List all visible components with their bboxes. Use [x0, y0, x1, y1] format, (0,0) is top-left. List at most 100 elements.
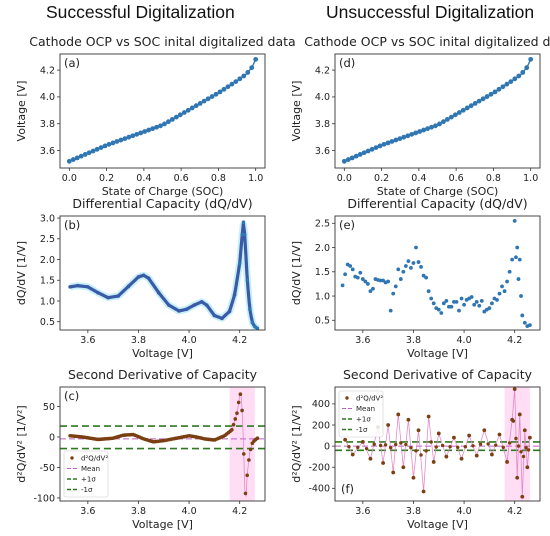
plot-frame [334, 215, 541, 331]
data-point [494, 443, 498, 447]
data-point [94, 146, 100, 152]
data-point [401, 465, 406, 470]
data-point [429, 440, 433, 444]
data-point [516, 444, 521, 448]
data-point [184, 307, 189, 312]
x-tick-label: 3.8 [131, 506, 146, 517]
data-point [490, 452, 494, 457]
data-point [472, 100, 478, 106]
data-point [240, 232, 245, 237]
data-point [225, 84, 231, 90]
data-point [381, 461, 385, 465]
plot-layer [340, 218, 532, 329]
data-point [173, 114, 179, 120]
data-point [508, 79, 514, 84]
y-axis-label: dQ/dV [1/V] [290, 241, 303, 305]
legend-label: Mean [356, 405, 375, 413]
chart-panel-a: Cathode OCP vs SOC inital digitalized da… [15, 34, 296, 198]
data-point [134, 131, 140, 137]
data-point [419, 265, 423, 269]
y-tick-label: 3.8 [40, 119, 55, 130]
y-tick-label: 2.5 [315, 219, 330, 230]
x-tick-label: 0.0 [337, 173, 352, 184]
data-point [126, 134, 132, 140]
data-point [381, 141, 387, 147]
data-point [520, 313, 525, 318]
data-point [457, 308, 461, 313]
data-point [220, 316, 224, 321]
x-tick-label: 0.6 [449, 173, 464, 184]
data-point [197, 100, 203, 106]
data-point [480, 96, 486, 102]
chart-title: Differential Capacity (dQ/dV) [72, 196, 252, 211]
y-tick-label: -200 [308, 463, 330, 474]
data-point [349, 155, 355, 161]
data-point [388, 308, 393, 313]
data-point [366, 282, 370, 286]
y-tick-label: -400 [308, 484, 330, 495]
x-tick-label: 0.2 [374, 173, 389, 184]
y-tick-label: 2.0 [40, 255, 55, 266]
data-point [396, 267, 401, 272]
x-tick-label: 0.0 [62, 173, 77, 184]
x-tick-label: 0.4 [136, 173, 151, 184]
panel-label: (f) [341, 482, 354, 496]
data-point [397, 136, 403, 142]
data-point [441, 119, 446, 125]
data-point [177, 309, 181, 313]
data-point [492, 89, 498, 95]
data-point [369, 146, 375, 152]
data-point [167, 303, 171, 307]
data-point [231, 422, 236, 427]
data-point [363, 279, 368, 284]
data-point [510, 257, 515, 262]
data-point [146, 127, 152, 133]
data-point [433, 123, 438, 129]
data-point [512, 387, 517, 392]
data-point [463, 445, 468, 449]
data-point [136, 275, 141, 279]
data-point [495, 298, 499, 302]
data-point [156, 290, 161, 295]
data-point [445, 116, 450, 122]
data-point [343, 272, 348, 277]
y-tick-label: -50 [39, 463, 55, 474]
x-tick-label: 4.0 [457, 506, 472, 517]
plot-frame [334, 386, 541, 502]
data-point [142, 129, 148, 134]
data-point [424, 275, 429, 280]
y-tick-label: 0.5 [315, 316, 330, 327]
data-point [507, 441, 512, 445]
x-tick-label: 4.0 [182, 506, 197, 517]
data-point [444, 454, 449, 459]
data-point [517, 257, 522, 262]
data-point [448, 114, 454, 120]
x-tick-label: 4.2 [507, 335, 522, 346]
data-point [177, 112, 183, 118]
data-point [527, 435, 532, 440]
data-point [469, 295, 474, 299]
data-point [527, 323, 532, 328]
chart-panel-c: Second Derivative of Capacity 3.6 3.8 4.0 4.… [15, 367, 266, 531]
x-axis-label: Voltage [V] [132, 347, 193, 360]
plot-layer [60, 387, 265, 501]
chart-title: Cathode OCP vs SOC inital digitalized da… [29, 34, 295, 49]
data-point [364, 446, 369, 451]
legend-label: +1σ [81, 475, 96, 483]
data-point [405, 133, 411, 139]
legend: d²Q/dV² Mean +1σ -1σ [63, 450, 108, 498]
y-tick-label: 1.5 [40, 276, 55, 287]
data-point [96, 290, 100, 295]
y-tick-label: 4.2 [40, 65, 55, 76]
data-point [516, 73, 522, 79]
data-point [488, 91, 494, 97]
chart-title: Second Derivative of Capacity [343, 367, 533, 382]
data-point [514, 255, 518, 260]
y-tick-label: 1.0 [315, 291, 330, 302]
x-axis-label: Voltage [V] [132, 518, 193, 531]
plot-frame [334, 53, 541, 169]
data-point [199, 300, 204, 304]
data-point [396, 412, 401, 417]
data-point [421, 127, 427, 133]
x-tick-label: 0.8 [211, 173, 226, 184]
